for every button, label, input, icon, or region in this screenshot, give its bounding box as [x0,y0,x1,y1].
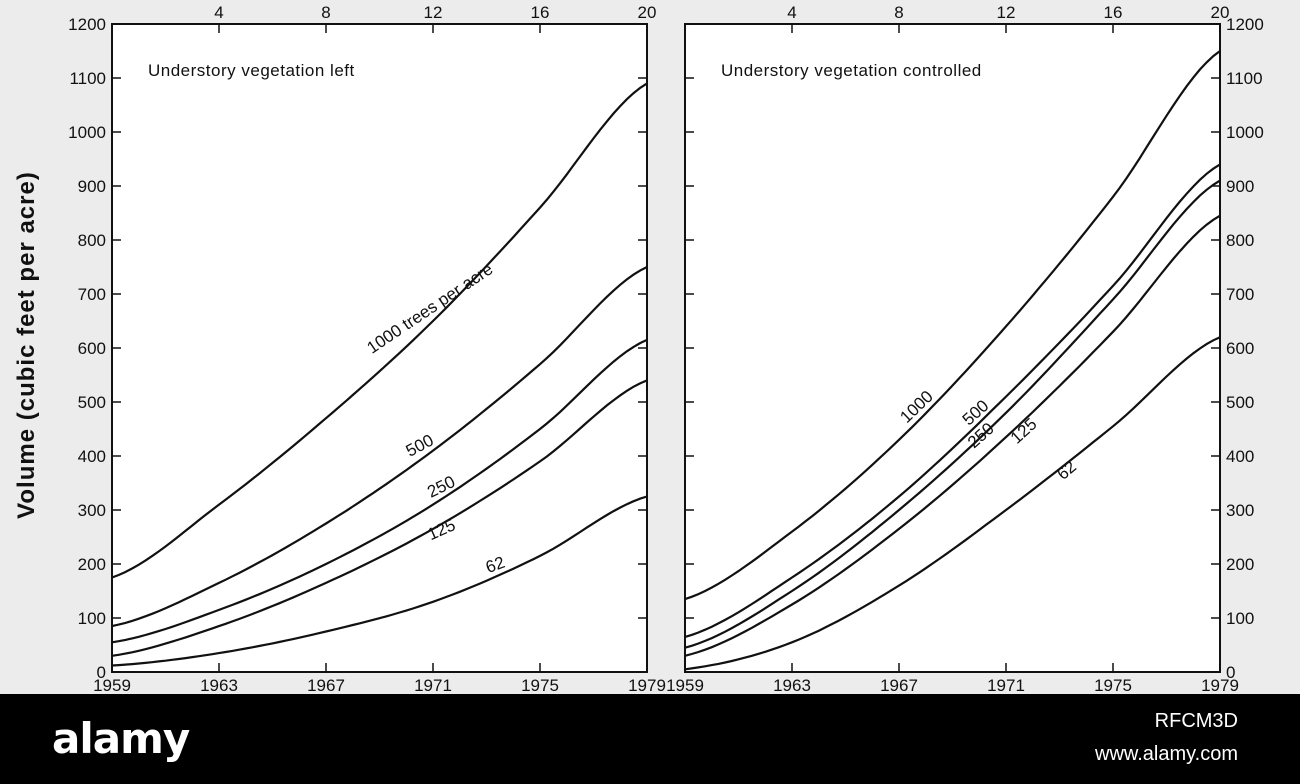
top-tick-label: 20 [1211,3,1230,22]
y-tick-label: 600 [78,339,106,358]
x-tick-label: 1963 [773,676,811,694]
series-line-1000 [684,50,1221,601]
top-tick-label: 4 [214,3,223,22]
y-tick-label: 1200 [68,15,106,34]
top-tick-label: 8 [321,3,330,22]
panel-title: Understory vegetation controlled [721,61,982,80]
x-tick-label: 1971 [414,676,452,694]
chart-figure: Volume (cubic feet per acre) 01002003004… [13,3,1264,694]
y-tick-label: 700 [1226,285,1254,304]
x-tick-label: 1979 [628,676,666,694]
site-url: www.alamy.com [1095,743,1238,765]
y-tick-label: 300 [78,501,106,520]
y-tick-label: 500 [1226,393,1254,412]
y-tick-label: 1000 [1226,123,1264,142]
x-tick-label: 1975 [1094,676,1132,694]
y-tick-label: 400 [78,447,106,466]
y-tick-label: 600 [1226,339,1254,358]
y-tick-label: 200 [78,555,106,574]
x-tick-label: 1967 [880,676,918,694]
footer-bar: alamy RFCM3D www.alamy.com [0,694,1300,784]
x-tick-label: 1959 [666,676,704,694]
series-line-62 [111,495,648,667]
y-tick-label: 1100 [1226,69,1263,88]
x-tick-label: 1979 [1201,676,1239,694]
y-tick-label: 300 [1226,501,1254,520]
footer-info: RFCM3D www.alamy.com [1095,710,1238,776]
y-tick-label: 900 [1226,177,1254,196]
x-tick-label: 1959 [93,676,131,694]
top-tick-label: 20 [638,3,657,22]
panel-understory-left: 0 100 200 300 400 500 600 700 800 900 1000 1100 1200… [68,3,666,694]
series-line-250 [111,338,648,644]
top-tick-label: 16 [1104,3,1123,22]
y-tick-label: 1200 [1226,15,1264,34]
y-tick-label: 900 [78,177,106,196]
x-tick-label: 1963 [200,676,238,694]
y-tick-label: 1000 [68,123,106,142]
x-tick-label: 1971 [987,676,1025,694]
y-tick-label: 700 [78,285,106,304]
series-line-125 [111,379,648,657]
y-tick-label: 400 [1226,447,1254,466]
top-tick-label: 16 [531,3,550,22]
series-line-500 [111,266,648,628]
image-id: RFCM3D [1154,710,1238,732]
series-line-500 [684,163,1221,638]
series-line-1000 [111,82,648,579]
top-tick-label: 12 [997,3,1016,22]
y-tick-label: 0 [1226,663,1235,682]
series-line-62 [684,336,1221,671]
y-tick-label: 0 [97,663,106,682]
top-tick-label: 8 [894,3,903,22]
y-tick-label: 800 [78,231,106,250]
y-tick-label: 500 [78,393,106,412]
y-tick-label: 800 [1226,231,1254,250]
x-tick-label: 1967 [307,676,345,694]
series-line-250 [684,179,1221,649]
plot-area [684,23,1221,673]
y-tick-label: 100 [1226,609,1254,628]
y-tick-label: 100 [78,609,106,628]
panel-title: Understory vegetation left [148,61,355,80]
top-tick-label: 12 [424,3,443,22]
y-tick-label: 1100 [69,69,106,88]
series-line-125 [684,214,1221,657]
y-tick-label: 200 [1226,555,1254,574]
y-axis-label: Volume (cubic feet per acre) [13,171,40,519]
alamy-logo: alamy [52,714,190,763]
x-tick-label: 1975 [521,676,559,694]
top-tick-label: 4 [787,3,796,22]
panel-understory-controlled: 0 100 200 300 400 500 600 700 800 900 1000 1100 1200… [666,3,1264,694]
